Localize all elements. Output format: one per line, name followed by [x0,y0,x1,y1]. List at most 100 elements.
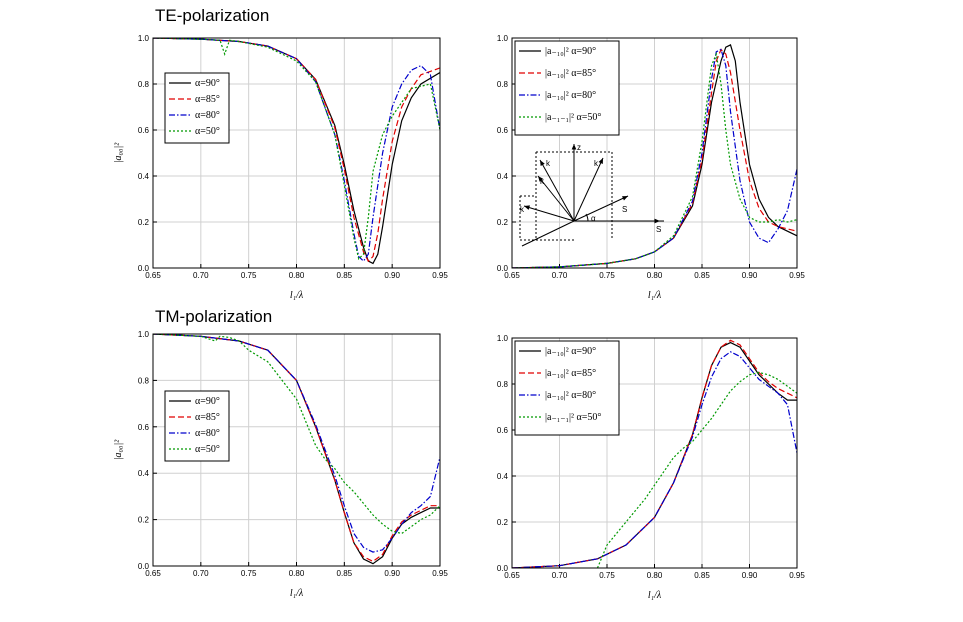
x-tick-label: 0.85 [337,271,353,280]
legend-label: α=80° [195,110,220,121]
y-tick-label: 1.0 [497,34,509,43]
series-line [596,371,797,568]
x-tick-label: 0.70 [552,271,568,280]
inset-s1-arrow [573,195,629,222]
chart-tm-left: 0.65 0.70 0.75 0.80 0.85 0.90 0.95 0.0 0.2 0.4 0.6… [113,330,448,599]
legend-label: |a₋₁₀|² α=85° [545,68,596,79]
inset-s1-arrow-head [622,196,628,201]
legend-label: α=80° [195,428,220,439]
y-tick-label: 0.6 [138,423,150,432]
x-tick-label: 0.65 [145,271,161,280]
x-tick-label: 0.75 [599,571,615,580]
x-tick-label: 0.95 [432,271,448,280]
plot-frame [511,337,798,569]
x-tick-label: 0.75 [241,271,257,280]
y-tick-label: 0.4 [497,472,509,481]
inset-label: α [591,214,596,223]
y-tick-label: 0.4 [497,172,509,181]
y-tick-label: 0.2 [497,218,509,227]
y-tick-label: 0.8 [497,380,509,389]
series-line [153,38,440,263]
legend-label: |a₋₁₋₁|² α=50° [545,112,601,123]
chart-tm-right: 0.65 0.70 0.75 0.80 0.85 0.90 0.95 0.0 0.2 0.4 0.6… [497,334,805,601]
inset-kr-arrow [573,157,604,222]
y-tick-label: 0.8 [138,376,150,385]
x-axis-label: l₁/λ [290,588,304,599]
y-tick-label: 0.2 [138,218,150,227]
x-tick-label: 0.65 [145,569,161,578]
inset-kt-arrow [523,205,575,222]
legend-label: |a₋₁₀|² α=90° [545,346,596,357]
inset-k-arrow-head [540,160,545,166]
y-tick-label: 1.0 [497,334,509,343]
x-tick-label: 0.65 [504,271,520,280]
inset-label: k [594,159,599,168]
x-tick-label: 0.80 [289,271,305,280]
legend-label: |a₋₁₋₁|² α=50° [545,412,601,423]
legend-label: α=50° [195,126,220,137]
chart-te-left: 0.65 0.70 0.75 0.80 0.85 0.90 0.95 0.0 0.2 0.4 0.6… [113,34,448,301]
legend-label: |a₋₁₀|² α=90° [545,46,596,57]
inset-kt-arrow-head [524,205,530,210]
legend-label: α=90° [195,78,220,89]
x-tick-label: 0.70 [552,571,568,580]
legend-label: α=90° [195,396,220,407]
plot-frame [511,37,798,269]
inset-k-arrow [539,159,575,222]
x-tick-label: 0.75 [599,271,615,280]
inset-k2-arrow [537,175,575,222]
x-tick-label: 0.95 [789,271,805,280]
inset-label: S [656,225,661,234]
legend-label: |a₋₁₀|² α=85° [545,368,596,379]
inset-lower-line [521,220,575,247]
inset-label: k [540,177,545,186]
x-tick-label: 0.95 [432,569,448,578]
x-tick-label: 0.80 [289,569,305,578]
legend-label: |a₋₁₀|² α=80° [545,390,596,401]
x-axis-label: l₁/λ [648,590,662,601]
inset-s2-arrow-head [654,218,660,224]
legend-label: α=50° [195,444,220,455]
legend-box [164,390,230,462]
x-tick-label: 0.70 [193,271,209,280]
inset-z-arrow-head [571,144,577,150]
plot-frame [152,37,441,269]
inset-label: z [577,143,581,152]
legend-box [164,72,230,144]
inset-label: S [622,205,627,214]
y-tick-label: 0.8 [138,80,150,89]
x-tick-label: 0.80 [647,571,663,580]
y-tick-label: 0.0 [138,562,150,571]
x-axis-label: l₁/λ [648,290,662,301]
inset-alpha-arc [585,213,589,222]
x-tick-label: 0.90 [384,569,400,578]
y-tick-label: 0.4 [138,172,150,181]
y-tick-label: 0.6 [497,426,509,435]
x-tick-label: 0.80 [647,271,663,280]
series-line [512,48,797,268]
series-line [512,48,797,268]
te-polarization-title: TE-polarization [155,6,270,25]
inset-k2-arrow-head [538,176,544,182]
y-tick-label: 1.0 [138,34,150,43]
y-tick-label: 0.0 [138,264,150,273]
y-axis-label: |a₀₀|² [113,142,124,163]
tm-polarization-title: TM-polarization [155,307,273,326]
y-tick-label: 0.8 [497,80,509,89]
x-tick-label: 0.85 [694,271,710,280]
chart-te-right: 0.65 0.70 0.75 0.80 0.85 0.90 0.95 0.0 0.2 0.4 0.6… [497,34,805,301]
inset-label: k [520,205,525,214]
series-line [153,38,440,263]
x-tick-label: 0.85 [337,569,353,578]
series-line [153,334,440,535]
y-tick-label: 1.0 [138,330,150,339]
plot-frame [152,333,441,567]
y-tick-label: 0.0 [497,264,509,273]
x-axis-label: l₁/λ [290,290,304,301]
y-tick-label: 0.2 [497,518,509,527]
x-tick-label: 0.75 [241,569,257,578]
y-axis-label: |a₀₀|² [113,439,124,460]
y-tick-label: 0.6 [497,126,509,135]
y-tick-label: 0.4 [138,469,150,478]
legend-box [514,340,620,436]
